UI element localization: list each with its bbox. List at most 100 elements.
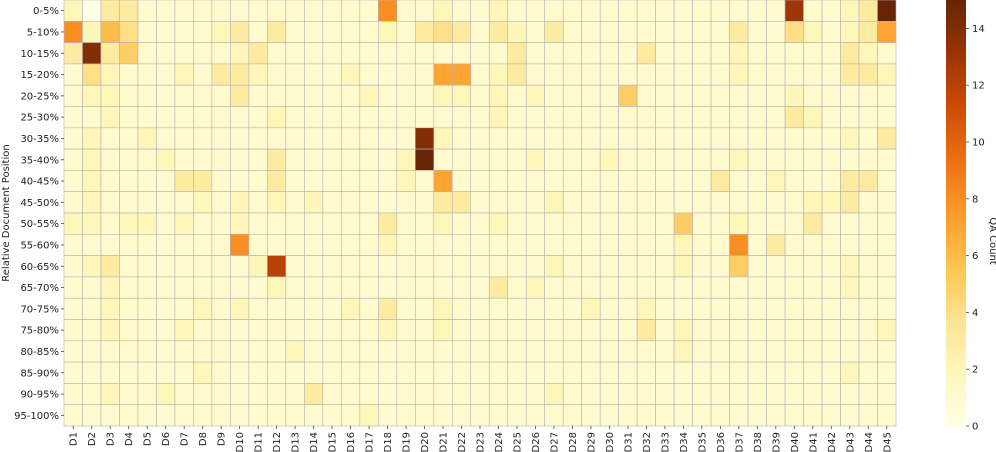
heatmap-cell xyxy=(156,212,176,235)
heatmap-cell xyxy=(581,361,601,384)
heatmap-cell xyxy=(359,20,379,43)
heatmap-cell xyxy=(359,340,379,363)
heatmap-cell xyxy=(341,404,361,427)
heatmap-cell xyxy=(470,127,490,150)
heatmap-cell xyxy=(803,84,823,107)
heatmap-cell xyxy=(119,234,139,256)
heatmap-cell xyxy=(858,404,878,427)
heatmap-cell xyxy=(396,42,416,65)
heatmap-cell xyxy=(581,404,601,427)
heatmap-cell xyxy=(304,191,324,214)
heatmap-cell xyxy=(248,0,268,22)
heatmap-cell xyxy=(285,0,305,22)
heatmap-cell xyxy=(581,84,601,107)
heatmap-cell xyxy=(488,212,509,235)
heatmap-cell xyxy=(285,212,305,235)
heatmap-cell xyxy=(710,127,730,150)
heatmap-cell xyxy=(156,361,176,384)
x-tick-label: D34 xyxy=(679,432,690,452)
heatmap-cell xyxy=(174,127,194,150)
heatmap-cell xyxy=(359,84,379,107)
heatmap-cell xyxy=(174,148,194,171)
heatmap-cell xyxy=(341,63,361,86)
heatmap-cell xyxy=(82,127,102,150)
heatmap-cell xyxy=(322,127,342,150)
heatmap-cell xyxy=(692,170,712,192)
heatmap-cell xyxy=(507,234,527,256)
heatmap-cell xyxy=(673,234,693,256)
heatmap-cell xyxy=(137,361,157,384)
heatmap-cell xyxy=(784,319,804,342)
heatmap-cell xyxy=(784,297,804,320)
heatmap-cell xyxy=(211,191,231,214)
heatmap-cell xyxy=(100,297,120,320)
heatmap-cell xyxy=(581,383,601,405)
heatmap-cell xyxy=(414,212,435,235)
heatmap-cell xyxy=(322,276,342,299)
heatmap-cell xyxy=(507,84,527,107)
heatmap-cell xyxy=(82,170,102,192)
heatmap-cell xyxy=(322,191,342,214)
heatmap-cell xyxy=(636,361,656,384)
heatmap-cell xyxy=(766,127,786,150)
heatmap-cell xyxy=(451,212,472,235)
heatmap-cell xyxy=(544,148,564,171)
heatmap-cell xyxy=(655,170,675,192)
heatmap-cell xyxy=(156,319,176,342)
heatmap-cell xyxy=(525,361,546,384)
heatmap-cell xyxy=(396,361,416,384)
heatmap-cell xyxy=(322,170,342,192)
heatmap-cell xyxy=(174,319,194,342)
heatmap-cell xyxy=(414,340,435,363)
heatmap-cell xyxy=(378,63,398,86)
heatmap-cell xyxy=(63,212,83,235)
heatmap-cells xyxy=(63,0,897,427)
heatmap-cell xyxy=(488,340,509,363)
heatmap-cell xyxy=(710,0,730,22)
heatmap-cell xyxy=(322,63,342,86)
heatmap-cell xyxy=(858,148,878,171)
heatmap-cell xyxy=(174,0,194,22)
heatmap-cell xyxy=(322,212,342,235)
heatmap-cell xyxy=(821,340,841,363)
heatmap-cell xyxy=(544,42,564,65)
heatmap-cell xyxy=(396,148,416,171)
heatmap-cell xyxy=(433,63,453,86)
heatmap-cell xyxy=(507,340,527,363)
heatmap-cell xyxy=(655,255,675,278)
heatmap-cell xyxy=(82,63,102,86)
heatmap-cell xyxy=(396,212,416,235)
heatmap-cell xyxy=(193,297,213,320)
heatmap-cell xyxy=(63,63,83,86)
heatmap-cell xyxy=(599,212,619,235)
heatmap-cell xyxy=(378,191,398,214)
heatmap-cell xyxy=(322,255,342,278)
heatmap-cell xyxy=(322,340,342,363)
heatmap-cell xyxy=(414,170,435,192)
x-tick-label: D3 xyxy=(106,432,117,446)
heatmap-cell xyxy=(710,20,730,43)
heatmap-cell xyxy=(692,0,712,22)
heatmap-cell xyxy=(82,0,102,22)
heatmap-cell xyxy=(581,20,601,43)
heatmap-cell xyxy=(174,297,194,320)
heatmap-cell xyxy=(304,63,324,86)
x-tick-label: D38 xyxy=(753,432,764,452)
heatmap-cell xyxy=(341,0,361,22)
x-tick-label: D32 xyxy=(642,432,653,452)
heatmap-cell xyxy=(470,170,490,192)
heatmap-cell xyxy=(599,63,619,86)
heatmap-cell xyxy=(581,297,601,320)
heatmap-cell xyxy=(562,297,582,320)
heatmap-cell xyxy=(285,170,305,192)
heatmap-cell xyxy=(507,361,527,384)
heatmap-cell xyxy=(766,84,786,107)
heatmap-cell xyxy=(248,297,268,320)
heatmap-cell xyxy=(322,20,342,43)
heatmap-cell xyxy=(562,255,582,278)
heatmap-cell xyxy=(267,20,287,43)
heatmap-cell xyxy=(784,106,804,129)
colorbar-label: QA Count xyxy=(987,217,996,265)
heatmap-cell xyxy=(451,42,472,65)
heatmap-cell xyxy=(747,297,767,320)
